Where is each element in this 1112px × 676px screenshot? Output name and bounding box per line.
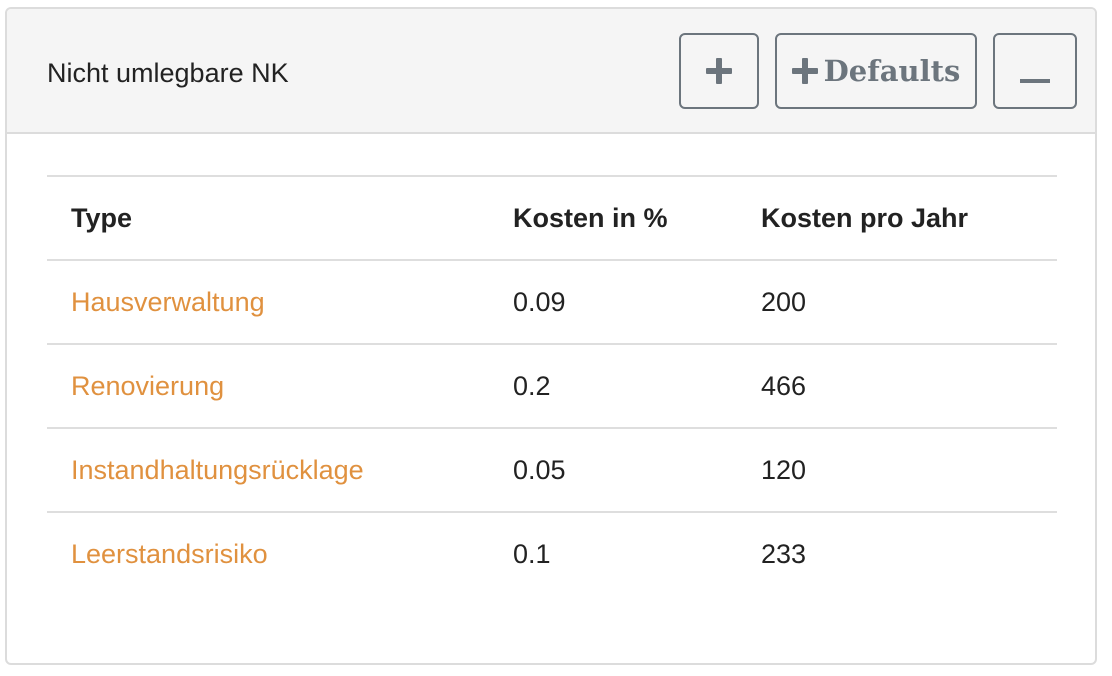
type-cell: Instandhaltungsrücklage [47, 427, 489, 512]
type-link[interactable]: Instandhaltungsrücklage [71, 454, 364, 485]
type-link[interactable]: Hausverwaltung [71, 286, 265, 317]
plus-icon [791, 58, 818, 84]
costs-table: Type Kosten in % Kosten pro Jahr Hausver… [47, 175, 1057, 596]
type-cell: Leerstandsrisiko [47, 511, 489, 596]
table-row: Hausverwaltung 0.09 200 [47, 259, 1057, 344]
table-row: Leerstandsrisiko 0.1 233 [47, 511, 1057, 596]
table-body: Hausverwaltung 0.09 200 Renovierung 0.2 … [47, 259, 1057, 596]
column-header-percent: Kosten in % [489, 175, 737, 260]
per-year-cell: 466 [737, 343, 1057, 428]
per-year-cell: 120 [737, 427, 1057, 512]
add-button[interactable] [679, 33, 759, 109]
nk-card: Nicht umlegbare NK Defaults Type Kosten … [5, 7, 1097, 665]
table-row: Instandhaltungsrücklage 0.05 120 [47, 427, 1057, 512]
percent-cell: 0.05 [489, 427, 737, 512]
percent-cell: 0.2 [489, 343, 737, 428]
per-year-cell: 200 [737, 259, 1057, 344]
column-header-type: Type [47, 175, 489, 260]
percent-cell: 0.1 [489, 511, 737, 596]
column-header-per-year: Kosten pro Jahr [737, 175, 1057, 260]
type-cell: Renovierung [47, 343, 489, 428]
defaults-label: Defaults [823, 54, 961, 88]
card-header: Nicht umlegbare NK Defaults [7, 9, 1095, 134]
table-header-row: Type Kosten in % Kosten pro Jahr [47, 175, 1057, 260]
per-year-cell: 233 [737, 511, 1057, 596]
type-link[interactable]: Leerstandsrisiko [71, 539, 268, 569]
collapse-button[interactable] [993, 33, 1077, 109]
card-title: Nicht umlegbare NK [47, 58, 289, 88]
type-cell: Hausverwaltung [47, 259, 489, 344]
add-defaults-button[interactable]: Defaults [775, 33, 977, 109]
table-header: Type Kosten in % Kosten pro Jahr [47, 175, 1057, 260]
plus-icon [706, 58, 732, 84]
minus-icon [1020, 79, 1050, 83]
percent-cell: 0.09 [489, 259, 737, 344]
table-row: Renovierung 0.2 466 [47, 343, 1057, 428]
type-link[interactable]: Renovierung [71, 370, 225, 401]
